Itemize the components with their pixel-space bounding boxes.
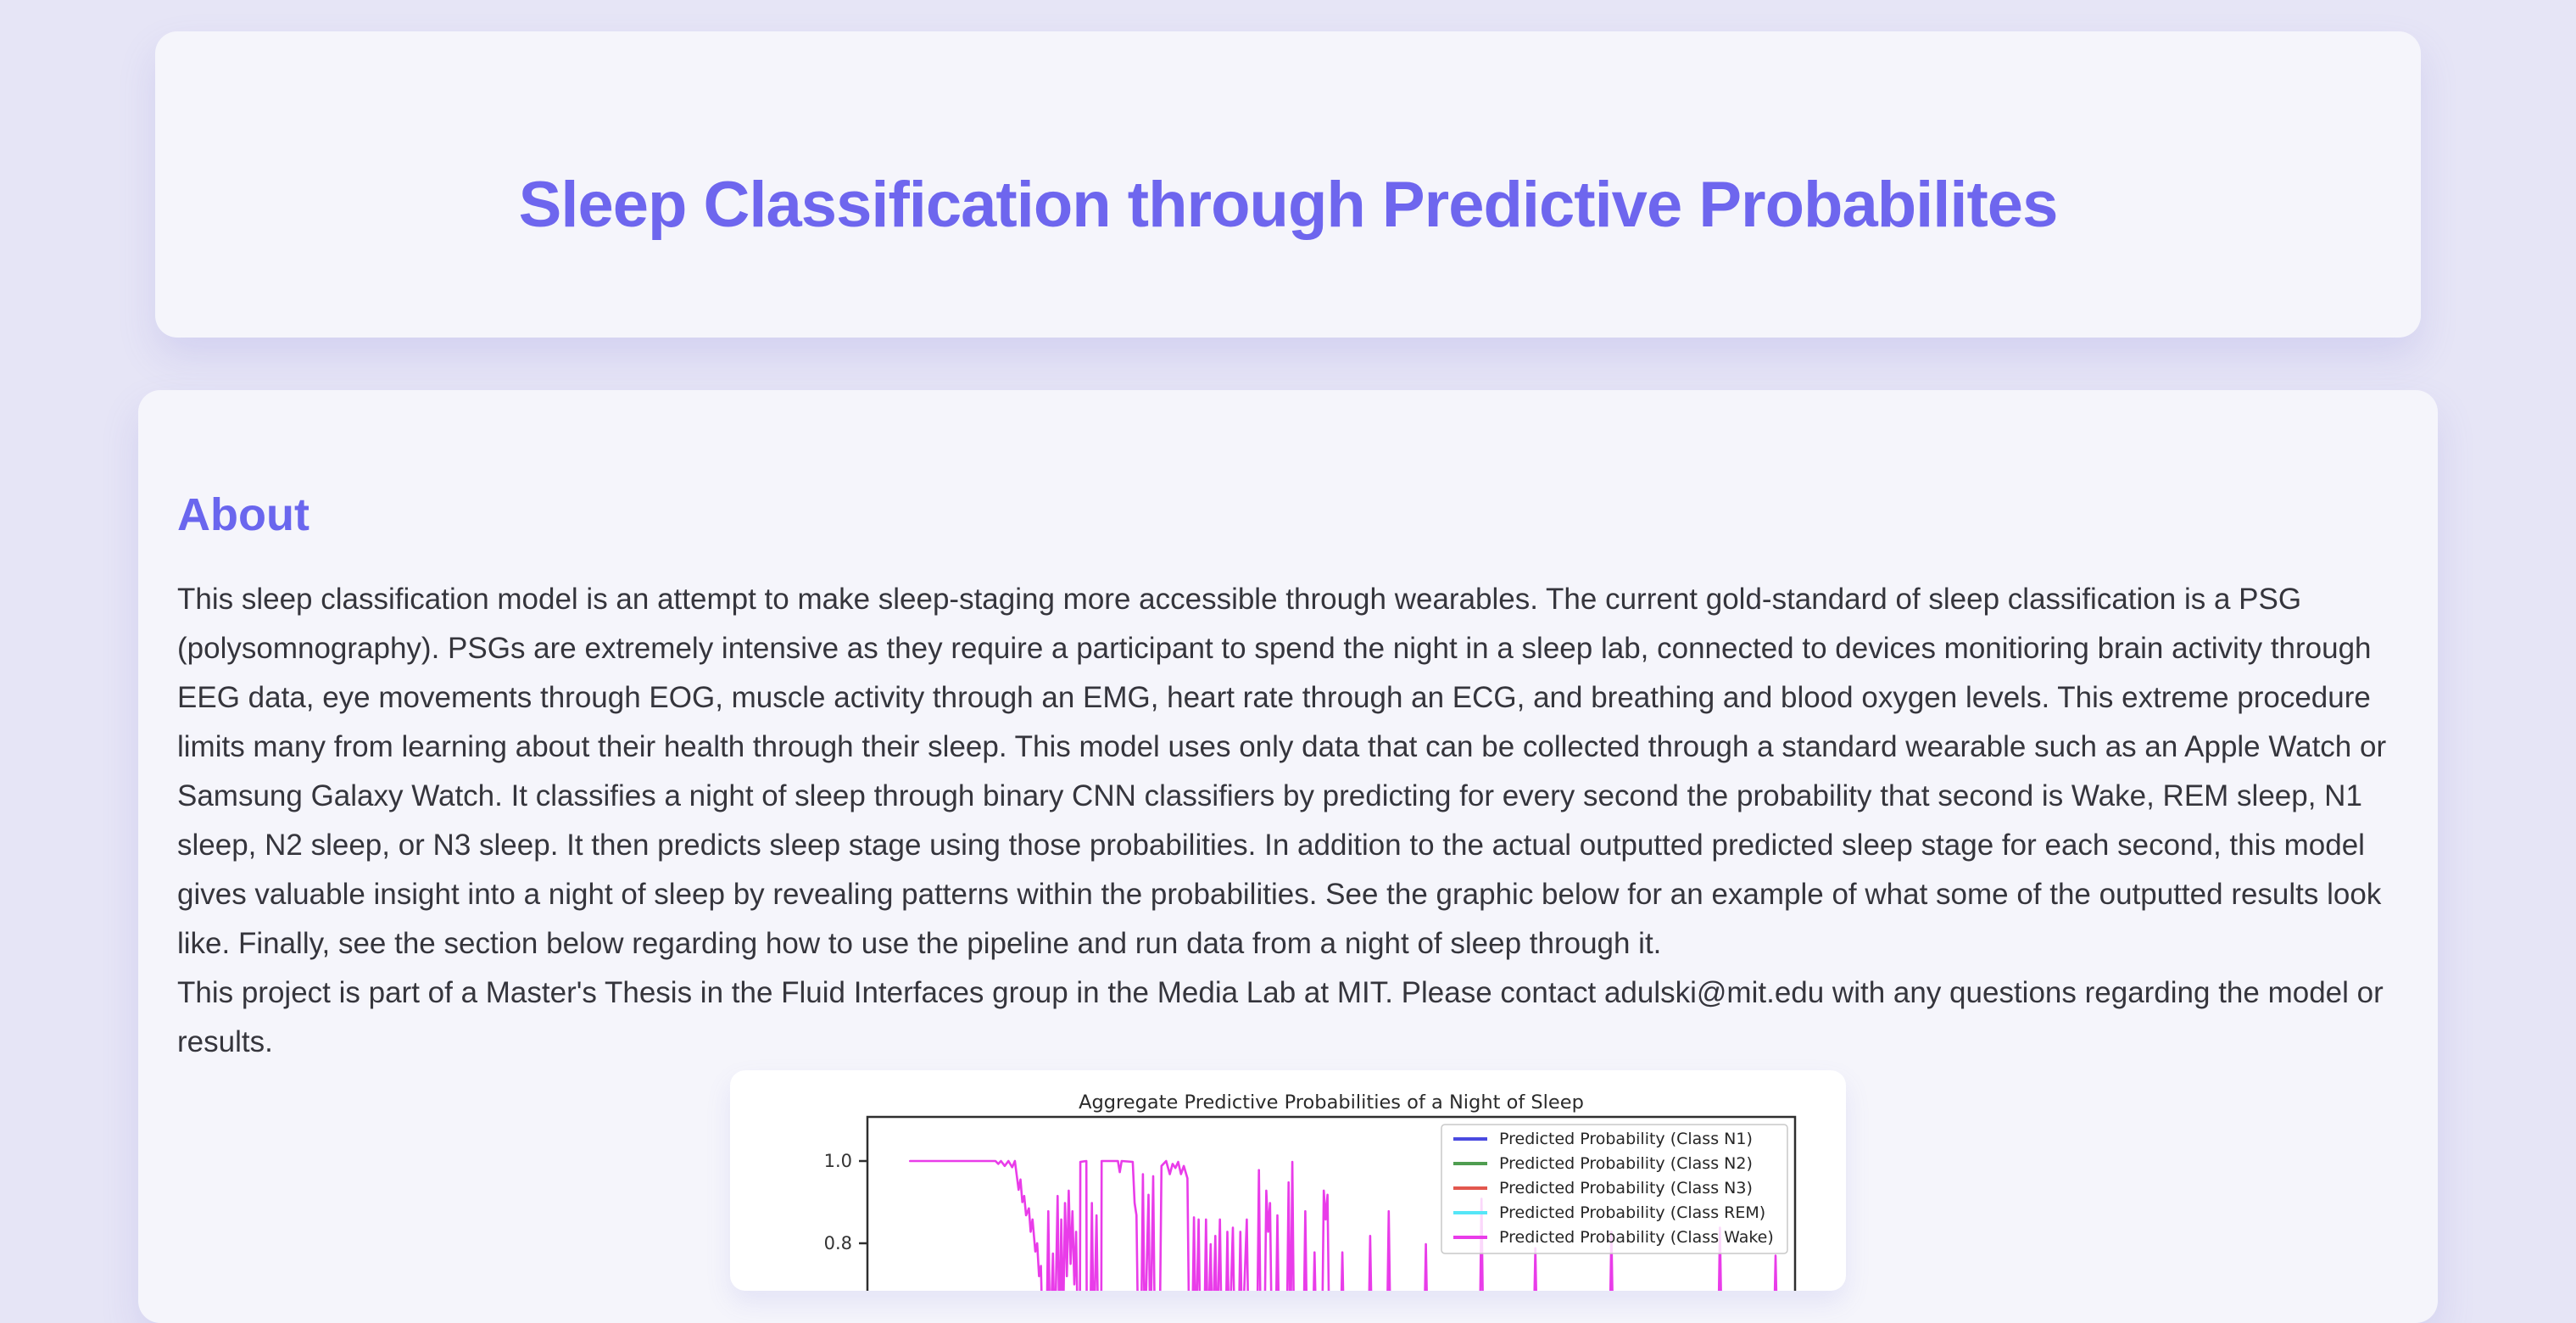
legend-item-n1: Predicted Probability (Class N1)	[1453, 1130, 1753, 1148]
legend-item-n3: Predicted Probability (Class N3)	[1453, 1179, 1753, 1197]
legend-item-wake: Predicted Probability (Class Wake)	[1453, 1228, 1774, 1247]
y-tick-label-1: 1.0	[824, 1151, 852, 1171]
page-title: Sleep Classification through Predictive …	[518, 169, 2059, 241]
legend-label-wake: Predicted Probability (Class Wake)	[1499, 1228, 1774, 1247]
about-text: This sleep classification model is an at…	[177, 575, 2399, 1067]
legend-item-rem: Predicted Probability (Class REM)	[1453, 1203, 1765, 1222]
legend-item-n2: Predicted Probability (Class N2)	[1453, 1154, 1753, 1173]
chart-card: Aggregate Predictive Probabilities of a …	[730, 1070, 1846, 1291]
legend-label-rem: Predicted Probability (Class REM)	[1499, 1203, 1765, 1222]
legend-label-n1: Predicted Probability (Class N1)	[1499, 1130, 1753, 1148]
chart-legend: Predicted Probability (Class N1) Predict…	[1441, 1124, 1788, 1254]
chart-figure: Aggregate Predictive Probabilities of a …	[824, 1091, 1797, 1291]
legend-label-n3: Predicted Probability (Class N3)	[1499, 1179, 1753, 1197]
legend-box	[1441, 1124, 1788, 1254]
y-tick-label-2: 0.8	[824, 1233, 852, 1253]
chart-title: Aggregate Predictive Probabilities of a …	[1079, 1091, 1584, 1114]
legend-label-n2: Predicted Probability (Class N2)	[1499, 1154, 1753, 1173]
header-card: Sleep Classification through Predictive …	[155, 31, 2421, 338]
about-heading: About	[177, 489, 309, 540]
about-card: About This sleep classification model is…	[138, 390, 2438, 1323]
plot-border	[866, 1115, 1797, 1291]
page: { "page": { "background_color": "#e6e5f6…	[0, 31, 2576, 1323]
about-paragraph-1: This sleep classification model is an at…	[177, 583, 2387, 960]
about-paragraph-2: This project is part of a Master's Thesi…	[177, 976, 2384, 1058]
